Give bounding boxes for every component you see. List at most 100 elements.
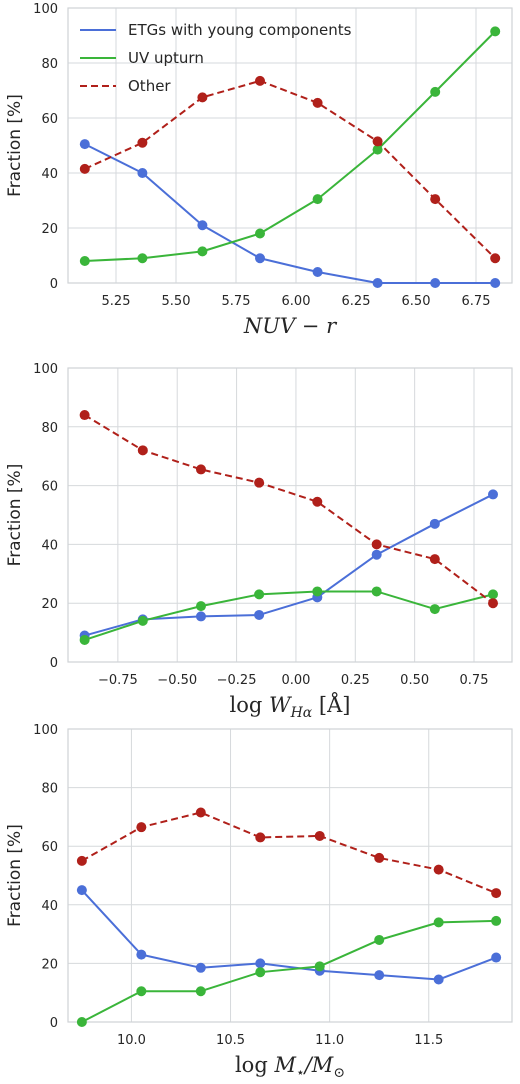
- other-point: [372, 136, 383, 147]
- etg-point: [136, 949, 147, 960]
- x-tick-label: 5.25: [102, 294, 131, 309]
- uv-upturn-point: [137, 253, 148, 264]
- x-axis-label-part: ⋆: [296, 1065, 305, 1081]
- x-tick-label: 6.75: [462, 294, 491, 309]
- etg-point: [195, 611, 206, 622]
- x-tick-label: 0.00: [281, 673, 310, 688]
- etg-point: [490, 278, 501, 288]
- y-tick-label: 100: [33, 723, 58, 738]
- x-tick-label: 6.00: [282, 294, 311, 309]
- x-tick-label: 10.5: [216, 1033, 245, 1048]
- uv-upturn-point: [255, 228, 265, 239]
- y-tick-label: 0: [50, 656, 58, 671]
- plot-frame: [67, 367, 513, 663]
- etg-point: [433, 974, 444, 985]
- uv-upturn-point: [195, 986, 206, 997]
- other-point: [79, 410, 90, 421]
- y-tick-label: 80: [41, 782, 58, 797]
- plot-frame: [67, 728, 513, 1023]
- other-point: [254, 477, 265, 488]
- x-axis-label: log M⋆/M⊙: [235, 1053, 345, 1081]
- etg-point: [254, 609, 265, 620]
- etg-point: [374, 970, 385, 981]
- x-tick-label: 0.25: [341, 673, 370, 688]
- x-tick-label: 6.50: [402, 294, 431, 309]
- y-tick-label: 40: [41, 538, 58, 553]
- x-axis-label-part: /: [303, 1053, 314, 1077]
- uv-upturn-point: [79, 256, 90, 266]
- other-point: [430, 194, 441, 205]
- uv-upturn-line: [84, 590, 494, 641]
- y-axis-label: Fraction [%]: [5, 94, 25, 197]
- y-axis-label: Fraction [%]: [5, 464, 25, 567]
- uv-upturn-point: [371, 586, 382, 597]
- x-tick-label: −0.50: [157, 673, 197, 688]
- y-tick-label: 0: [50, 1016, 58, 1031]
- x-tick-label: −0.75: [98, 673, 138, 688]
- other-point: [195, 464, 206, 475]
- etg-point: [372, 278, 383, 288]
- y-tick-label: 40: [41, 167, 58, 182]
- other-point: [197, 92, 208, 103]
- x-tick-label: 6.25: [342, 294, 371, 309]
- uv-upturn-point: [433, 917, 444, 928]
- x-tick-label: 0.75: [460, 673, 489, 688]
- other-point: [136, 822, 147, 833]
- x-axis-label-part: [Å]: [312, 692, 350, 717]
- panel-3: 0 20 40 60 80 100 10.0 10.5 11.0 11.5 Fraction [%]…: [5, 723, 513, 1081]
- uv-upturn-point: [490, 26, 501, 37]
- other-line: [84, 79, 496, 259]
- other-point: [312, 496, 323, 507]
- etg-point: [79, 139, 90, 150]
- etg-point: [312, 267, 323, 277]
- x-axis-label-part: M: [273, 1053, 296, 1077]
- uv-upturn-point: [312, 194, 323, 205]
- x-axis-label-part: ⊙: [333, 1065, 345, 1081]
- uv-upturn-point: [430, 86, 441, 97]
- other-point: [79, 163, 90, 174]
- legend-label-uv-upturn: UV upturn: [128, 49, 204, 67]
- y-tick-label: 60: [41, 840, 58, 855]
- etg-point: [76, 885, 87, 896]
- x-tick-label: −0.25: [217, 673, 257, 688]
- x-axis-label-part: log: [235, 1053, 274, 1077]
- other-point: [371, 539, 382, 550]
- other-point: [433, 864, 444, 875]
- other-point: [491, 888, 502, 899]
- x-axis-label-part: W: [269, 693, 293, 717]
- y-tick-label: 80: [41, 57, 58, 72]
- etg-line: [84, 493, 494, 637]
- uv-upturn-point: [255, 967, 266, 978]
- y-tick-label: 60: [41, 480, 58, 495]
- etg-point: [197, 220, 208, 231]
- y-tick-label: 20: [41, 222, 58, 237]
- etg-point: [195, 962, 206, 973]
- uv-upturn-point: [488, 589, 499, 600]
- uv-upturn-point: [137, 615, 148, 626]
- other-line: [84, 414, 494, 604]
- y-tick-label: 20: [41, 957, 58, 972]
- x-tick-label: 10.0: [117, 1033, 146, 1048]
- etg-point: [137, 168, 148, 178]
- x-axis-label-part: −: [295, 314, 326, 338]
- legend-label-other: Other: [128, 77, 171, 95]
- etg-point: [255, 958, 266, 969]
- etg-line: [81, 889, 497, 981]
- x-tick-label: 5.50: [162, 294, 191, 309]
- x-axis-label-part: log: [230, 693, 269, 717]
- y-tick-label: 0: [50, 277, 58, 292]
- uv-upturn-point: [76, 1017, 87, 1027]
- other-point: [255, 75, 265, 86]
- etg-point: [488, 489, 499, 500]
- other-point: [195, 807, 206, 818]
- etg-point: [255, 253, 265, 264]
- other-point: [314, 830, 325, 841]
- etg-point: [491, 952, 502, 963]
- uv-upturn-point: [195, 601, 206, 612]
- other-point: [490, 253, 501, 264]
- plot-frame: [67, 7, 513, 284]
- uv-upturn-point: [79, 634, 90, 645]
- other-line: [81, 811, 497, 895]
